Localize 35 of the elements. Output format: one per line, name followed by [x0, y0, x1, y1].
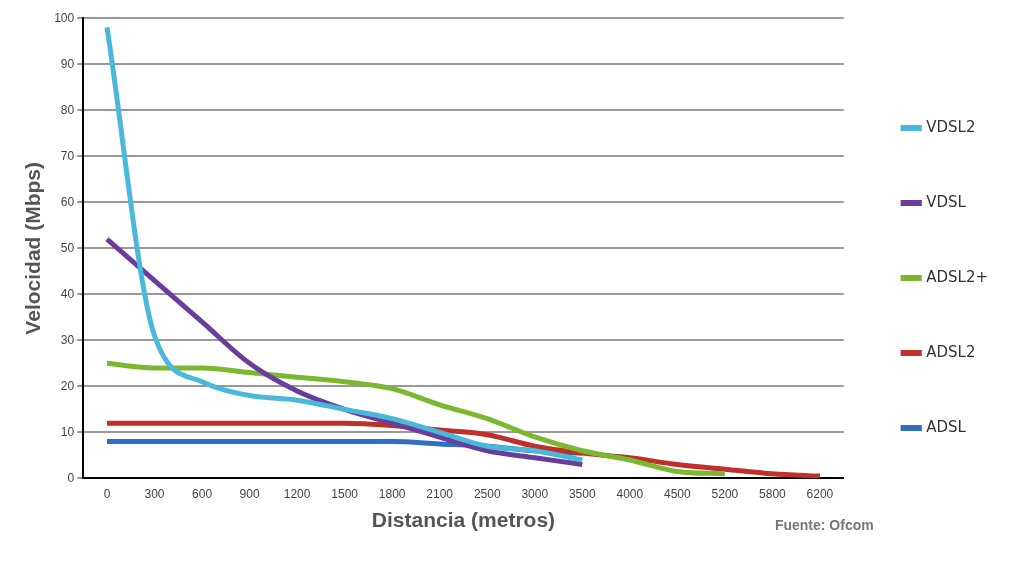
- x-tick-label: 4000: [616, 486, 644, 501]
- x-tick-label: 5200: [711, 486, 739, 501]
- y-tick-label: 90: [60, 56, 75, 71]
- legend-label: ADSL2+: [926, 267, 989, 286]
- x-tick-label: 600: [192, 486, 213, 501]
- x-tick-label: 1800: [378, 486, 406, 501]
- y-tick-label: 20: [60, 378, 75, 393]
- y-tick-label: 30: [60, 332, 75, 347]
- x-tick-label: 5800: [759, 486, 787, 501]
- x-tick-label: 0: [103, 486, 111, 501]
- x-tick-label: 2500: [473, 486, 501, 501]
- y-tick-label: 50: [60, 240, 75, 255]
- y-tick-label: 40: [60, 286, 75, 301]
- y-tick-label: 60: [60, 194, 75, 209]
- x-tick-label: 3500: [568, 486, 596, 501]
- legend-label: VDSL2: [926, 117, 976, 136]
- y-axis-title: Velocidad (Mbps): [21, 161, 45, 335]
- y-tick-label: 0: [67, 470, 75, 485]
- x-tick-label: 2100: [426, 486, 454, 501]
- x-axis-title: Distancia (metros): [371, 508, 556, 532]
- x-tick-label: 3000: [521, 486, 549, 501]
- x-tick-label: 300: [144, 486, 165, 501]
- legend-label: VDSL: [926, 192, 967, 211]
- y-tick-label: 10: [60, 424, 75, 439]
- legend-label: ADSL2: [926, 342, 976, 361]
- y-tick-label: 80: [60, 102, 75, 117]
- y-tick-label: 70: [60, 148, 75, 163]
- legend-label: ADSL: [926, 417, 967, 436]
- x-tick-label: 1200: [283, 486, 311, 501]
- x-tick-label: 4500: [663, 486, 692, 501]
- x-tick-label: 1500: [331, 486, 359, 501]
- x-tick-label: 6200: [806, 486, 834, 501]
- x-tick-label: 900: [239, 486, 260, 501]
- y-tick-label: 100: [54, 10, 75, 25]
- source-note: Fuente: Ofcom: [774, 517, 874, 534]
